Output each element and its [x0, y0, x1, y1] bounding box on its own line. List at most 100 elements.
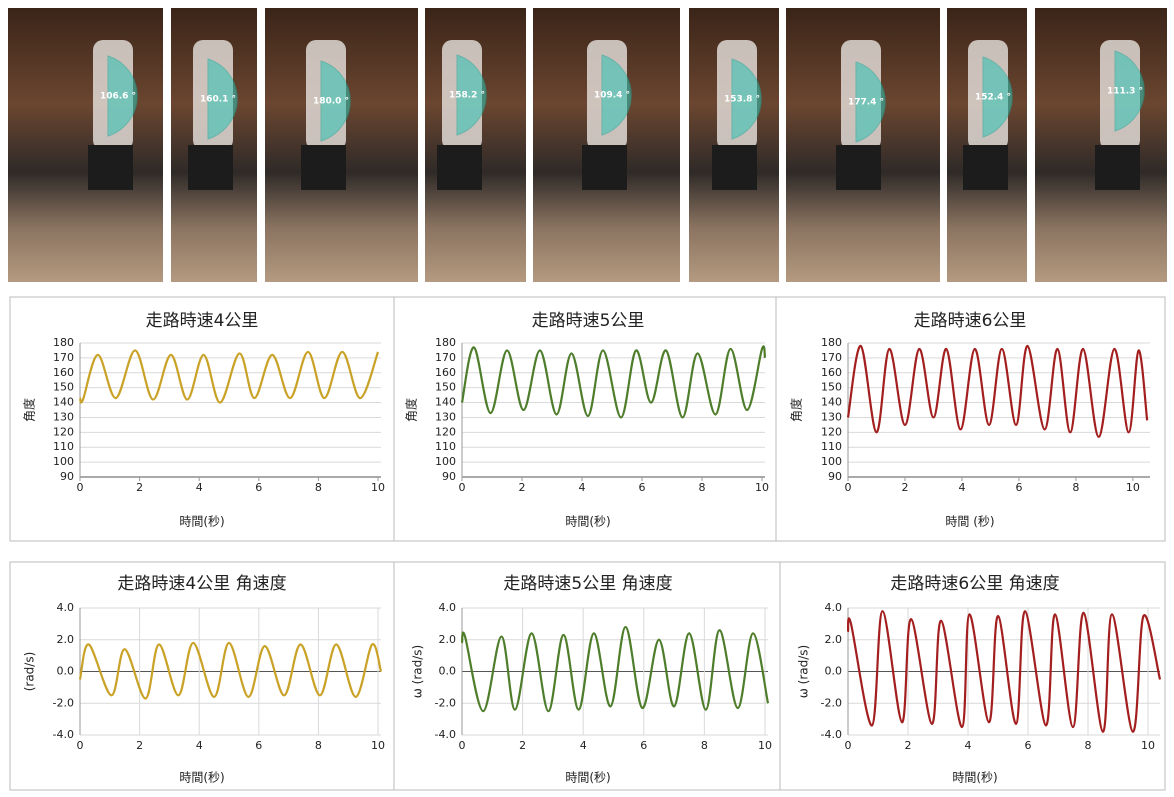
y-axis-label: 角度 [789, 398, 804, 422]
shorts [437, 145, 482, 190]
y-tick-label: 140 [435, 396, 456, 409]
y-tick-label: 140 [821, 396, 842, 409]
y-tick-label: 170 [53, 351, 74, 364]
y-tick-label: -4.0 [821, 728, 842, 741]
x-tick-label: 2 [519, 739, 526, 752]
y-tick-label: 4.0 [825, 601, 843, 614]
y-tick-label: 4.0 [439, 601, 457, 614]
x-tick-label: 10 [1141, 739, 1155, 752]
shorts [88, 145, 133, 190]
y-tick-label: 180 [53, 336, 74, 349]
y-tick-label: -4.0 [435, 728, 456, 741]
shorts [301, 145, 346, 190]
y-tick-label: 2.0 [439, 633, 457, 646]
y-tick-label: 130 [53, 410, 74, 423]
y-tick-label: 110 [821, 440, 842, 453]
x-tick-label: 8 [1085, 739, 1092, 752]
x-tick-label: 6 [639, 481, 646, 494]
y-tick-label: 140 [53, 396, 74, 409]
x-axis-label: 時間(秒) [952, 771, 997, 785]
data-line [848, 346, 1147, 437]
page: {"photos":[{"angle_label":"106.6 °"},{"a… [0, 0, 1174, 797]
x-tick-label: 2 [905, 739, 912, 752]
x-tick-label: 8 [699, 481, 706, 494]
y-axis-label: ω (rad/s) [797, 645, 811, 698]
y-tick-label: 160 [435, 366, 456, 379]
x-tick-label: 2 [136, 739, 143, 752]
y-tick-label: 120 [53, 425, 74, 438]
shorts [712, 145, 757, 190]
y-tick-label: 100 [53, 455, 74, 468]
x-tick-label: 10 [758, 739, 772, 752]
x-tick-label: 4 [580, 739, 587, 752]
y-tick-label: -2.0 [435, 696, 456, 709]
y-tick-label: 0.0 [825, 665, 843, 678]
y-tick-label: 0.0 [57, 665, 75, 678]
x-tick-label: 0 [459, 481, 466, 494]
chart-title: 走路時速5公里 角速度 [503, 574, 672, 594]
shorts [582, 145, 627, 190]
x-tick-label: 10 [1126, 481, 1140, 494]
angle-label: 111.3 ° [1107, 87, 1143, 97]
y-tick-label: 180 [435, 336, 456, 349]
x-tick-label: 8 [701, 739, 708, 752]
x-tick-label: 2 [136, 481, 143, 494]
chart-title: 走路時速5公里 [532, 311, 645, 331]
x-tick-label: 6 [255, 481, 262, 494]
y-tick-label: 160 [821, 366, 842, 379]
shorts [1095, 145, 1140, 190]
x-axis-label: 時間 (秒) [945, 515, 994, 529]
chart-title: 走路時速4公里 [146, 311, 259, 331]
chart-title: 走路時速4公里 角速度 [117, 574, 286, 594]
angle-label: 153.8 ° [724, 95, 760, 105]
y-tick-label: 150 [821, 381, 842, 394]
angle-label: 158.2 ° [449, 91, 485, 101]
angle-label: 177.4 ° [848, 98, 884, 108]
x-tick-label: 8 [1072, 481, 1079, 494]
x-axis-label: 時間(秒) [565, 771, 610, 785]
x-tick-label: 10 [371, 481, 385, 494]
angle-label: 106.6 ° [100, 92, 136, 102]
y-tick-label: 120 [435, 425, 456, 438]
x-tick-label: 6 [1015, 481, 1022, 494]
y-tick-label: -2.0 [53, 696, 74, 709]
x-tick-label: 4 [196, 739, 203, 752]
y-tick-label: 90 [828, 470, 842, 483]
x-tick-label: 6 [255, 739, 262, 752]
x-tick-label: 2 [519, 481, 526, 494]
angle-label: 180.0 ° [313, 97, 349, 107]
x-axis-label: 時間(秒) [179, 515, 224, 529]
angle-label: 152.4 ° [975, 93, 1011, 103]
chart-title: 走路時速6公里 [914, 311, 1027, 331]
shorts [836, 145, 881, 190]
x-axis-label: 時間(秒) [179, 771, 224, 785]
y-tick-label: 2.0 [57, 633, 75, 646]
y-tick-label: 100 [821, 455, 842, 468]
panel-row [10, 562, 1165, 790]
angle-label: 160.1 ° [200, 95, 236, 105]
x-tick-label: 0 [77, 739, 84, 752]
x-tick-label: 6 [640, 739, 647, 752]
photo [8, 8, 163, 282]
data-line [462, 346, 765, 417]
y-tick-label: 0.0 [439, 665, 457, 678]
y-tick-label: 120 [821, 425, 842, 438]
x-axis-label: 時間(秒) [565, 515, 610, 529]
x-tick-label: 0 [459, 739, 466, 752]
y-tick-label: 100 [435, 455, 456, 468]
y-axis-label: 角度 [404, 398, 419, 422]
y-tick-label: 4.0 [57, 601, 75, 614]
x-tick-label: 0 [845, 739, 852, 752]
y-tick-label: 130 [435, 410, 456, 423]
y-tick-label: 160 [53, 366, 74, 379]
y-tick-label: 110 [53, 440, 74, 453]
y-axis-label: 角度 [22, 398, 37, 422]
x-tick-label: 0 [845, 481, 852, 494]
y-tick-label: 2.0 [825, 633, 843, 646]
x-tick-label: 2 [901, 481, 908, 494]
x-tick-label: 4 [196, 481, 203, 494]
x-tick-label: 4 [965, 739, 972, 752]
y-tick-label: 90 [442, 470, 456, 483]
shorts [963, 145, 1008, 190]
data-line [80, 643, 381, 699]
